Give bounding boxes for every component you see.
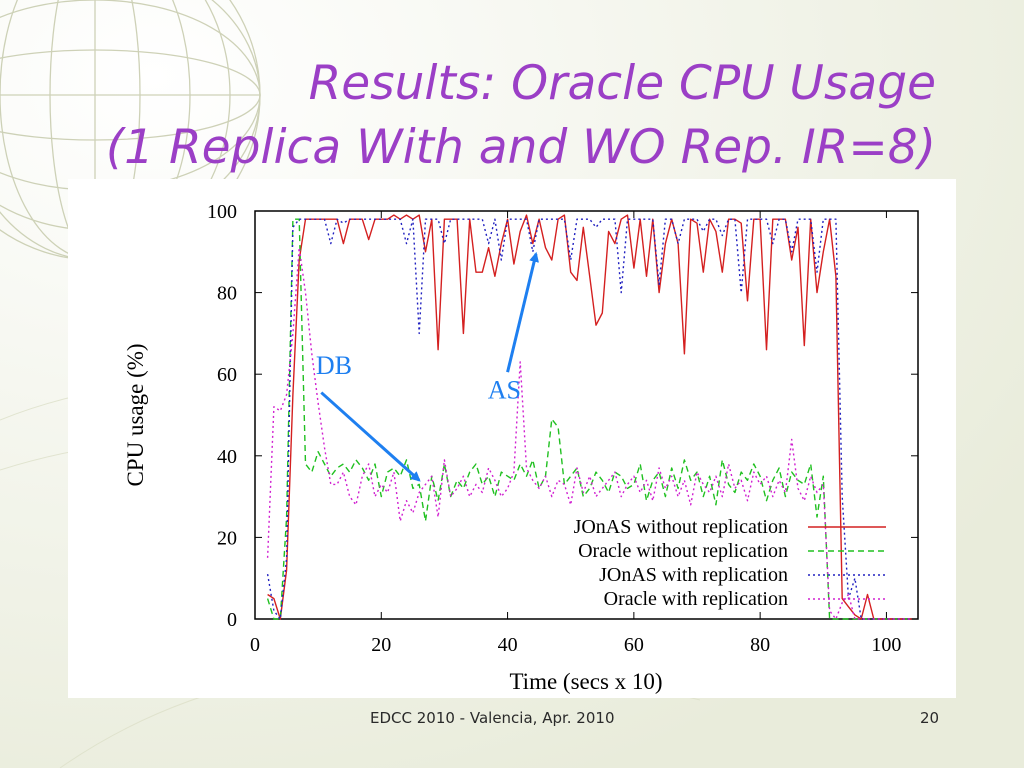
chart-panel: 0 20 40 60 80 100 0 20 40 60 80 100 DB AS JOnAS with… (68, 179, 956, 698)
x-tick-label: 40 (498, 634, 518, 656)
slide-title-line-1: Results: Oracle CPU Usage (308, 56, 936, 111)
annotation-arrow (320, 391, 421, 482)
x-tick-label: 100 (871, 634, 901, 656)
x-tick-label: 20 (371, 634, 391, 656)
series-line-2 (266, 218, 912, 620)
annotation-label: DB (316, 351, 352, 380)
annotations: DB AS (316, 251, 539, 482)
slide-title-line-2: (1 Replica With and WO Rep. IR=8) (105, 120, 936, 175)
plot-frame (254, 210, 919, 620)
legend-label: Oracle without replication (578, 540, 788, 562)
y-tick-label: 20 (217, 527, 237, 549)
legend-label: JOnAS with replication (599, 564, 788, 586)
series-line-3 (266, 218, 912, 620)
x-tick-label: 0 (250, 634, 260, 656)
legend-label: JOnAS without replication (574, 516, 788, 538)
y-tick-label: 40 (217, 446, 237, 468)
series-line-4 (266, 246, 912, 620)
slide-number: 20 (920, 709, 940, 727)
legend-label: Oracle with replication (604, 588, 788, 610)
cpu-usage-chart: 0 20 40 60 80 100 0 20 40 60 80 100 DB AS JOnAS with… (123, 201, 919, 694)
y-tick-label: 80 (217, 283, 237, 305)
slide-footer: EDCC 2010 - Valencia, Apr. 2010 (370, 709, 615, 727)
x-tick-label: 60 (624, 634, 644, 656)
annotation-arrow (506, 251, 539, 373)
series-lines (266, 214, 912, 620)
y-tick-label: 0 (227, 609, 237, 631)
y-tick-label: 100 (207, 201, 237, 223)
y-tick-label: 60 (217, 364, 237, 386)
x-tick-label: 80 (750, 634, 770, 656)
axis-ticks: 0 20 40 60 80 100 0 20 40 60 80 100 (207, 201, 918, 656)
y-axis-title: CPU usage (%) (123, 343, 148, 486)
x-axis-title: Time (secs x 10) (509, 669, 662, 694)
annotation-label: AS (488, 376, 521, 405)
